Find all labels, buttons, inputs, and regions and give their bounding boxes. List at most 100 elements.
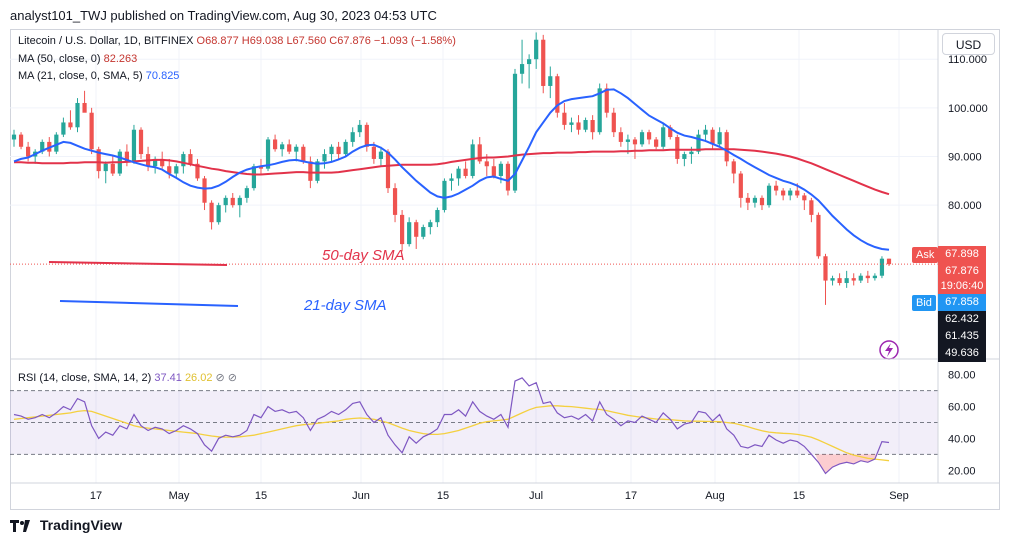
candle[interactable] <box>724 129 729 167</box>
candle[interactable] <box>745 193 750 211</box>
candle[interactable] <box>639 129 645 147</box>
candle[interactable] <box>11 129 17 147</box>
ma21-legend-label[interactable]: MA (21, close, 0, SMA, 5) <box>18 70 143 82</box>
sma50-annotation[interactable]: 50-day SMA <box>322 247 405 264</box>
candle[interactable] <box>576 115 581 135</box>
candle[interactable] <box>18 132 24 150</box>
candle[interactable] <box>738 171 743 208</box>
ma50-line[interactable] <box>14 148 890 196</box>
candle[interactable] <box>865 270 870 284</box>
candle[interactable] <box>378 146 384 167</box>
candle[interactable] <box>830 275 835 286</box>
candle[interactable] <box>611 107 616 138</box>
candle[interactable] <box>272 134 278 152</box>
candle[interactable] <box>223 195 228 213</box>
lightning-icon[interactable] <box>879 340 899 360</box>
candle[interactable] <box>54 132 59 155</box>
candle[interactable] <box>322 149 327 169</box>
candle[interactable] <box>131 124 137 164</box>
candle[interactable] <box>541 34 546 94</box>
candle[interactable] <box>590 115 595 140</box>
candle[interactable] <box>562 102 567 130</box>
candle[interactable] <box>646 129 652 145</box>
candle[interactable] <box>548 66 553 99</box>
candle[interactable] <box>661 122 666 150</box>
candle[interactable] <box>773 180 779 196</box>
candle[interactable] <box>879 256 885 279</box>
candle[interactable] <box>527 54 532 89</box>
candle[interactable] <box>886 258 892 266</box>
currency-button[interactable]: USD <box>942 33 995 55</box>
candle[interactable] <box>294 144 299 162</box>
candle[interactable] <box>442 178 447 213</box>
sma21-annotation[interactable]: 21-day SMA <box>304 297 387 314</box>
candle[interactable] <box>237 195 242 218</box>
rsi-legend-label[interactable]: RSI (14, close, SMA, 14, 2) <box>18 372 152 384</box>
candle[interactable] <box>195 158 200 181</box>
candle[interactable] <box>33 149 38 164</box>
candle[interactable] <box>456 166 461 186</box>
candle[interactable] <box>703 124 708 142</box>
candle[interactable] <box>449 173 454 191</box>
candle[interactable] <box>110 156 115 176</box>
candle[interactable] <box>569 117 574 133</box>
rsi-line[interactable] <box>13 377 890 475</box>
candle[interactable] <box>802 193 807 211</box>
candle[interactable] <box>421 224 426 240</box>
symbol-label[interactable]: Litecoin / U.S. Dollar, 1D, BITFINEX <box>18 35 194 47</box>
candle[interactable] <box>816 212 821 259</box>
candle[interactable] <box>202 175 207 211</box>
candle[interactable] <box>717 127 722 147</box>
candle[interactable] <box>823 253 828 305</box>
candle[interactable] <box>428 219 433 235</box>
candle[interactable] <box>858 273 863 284</box>
candle[interactable] <box>604 83 609 118</box>
candle[interactable] <box>851 273 856 286</box>
candle[interactable] <box>392 183 398 223</box>
footer-brand[interactable]: TradingView <box>10 517 122 533</box>
candle[interactable] <box>407 217 412 247</box>
candle[interactable] <box>654 137 659 150</box>
candle[interactable] <box>174 163 179 179</box>
candle[interactable] <box>752 195 758 208</box>
candle[interactable] <box>519 39 525 84</box>
candle[interactable] <box>682 151 687 167</box>
candle[interactable] <box>759 195 765 211</box>
candle[interactable] <box>350 127 355 147</box>
candle[interactable] <box>364 122 369 152</box>
candle[interactable] <box>788 188 793 201</box>
candle[interactable] <box>357 120 362 138</box>
candle[interactable] <box>61 117 66 138</box>
ma21-line[interactable] <box>13 88 890 251</box>
candle[interactable] <box>872 273 877 281</box>
candle[interactable] <box>103 161 108 184</box>
candle[interactable] <box>75 98 80 133</box>
candle[interactable] <box>555 73 560 118</box>
candle[interactable] <box>138 127 144 159</box>
candle[interactable] <box>216 202 221 225</box>
candle[interactable] <box>731 158 736 184</box>
candle[interactable] <box>343 139 348 157</box>
candle[interactable] <box>844 270 849 288</box>
candle[interactable] <box>329 144 334 162</box>
rsi-sma-line[interactable] <box>13 405 890 462</box>
candle[interactable] <box>491 158 496 179</box>
candle[interactable] <box>280 141 285 157</box>
candle[interactable] <box>336 141 341 159</box>
candle[interactable] <box>618 127 623 147</box>
candle[interactable] <box>505 161 511 196</box>
rsi-hidden-icons[interactable]: ⊘ ⊘ <box>215 372 238 384</box>
candle[interactable] <box>837 273 842 286</box>
candle[interactable] <box>583 117 588 133</box>
candle[interactable] <box>809 197 814 223</box>
sma50-annotation-line[interactable] <box>48 261 228 266</box>
candle[interactable] <box>287 139 292 155</box>
sma21-annotation-line[interactable] <box>59 300 239 307</box>
candle[interactable] <box>632 137 638 159</box>
candle[interactable] <box>534 32 539 69</box>
candle[interactable] <box>209 200 214 230</box>
candle[interactable] <box>766 183 772 208</box>
candle[interactable] <box>414 219 419 249</box>
candle[interactable] <box>400 210 405 252</box>
